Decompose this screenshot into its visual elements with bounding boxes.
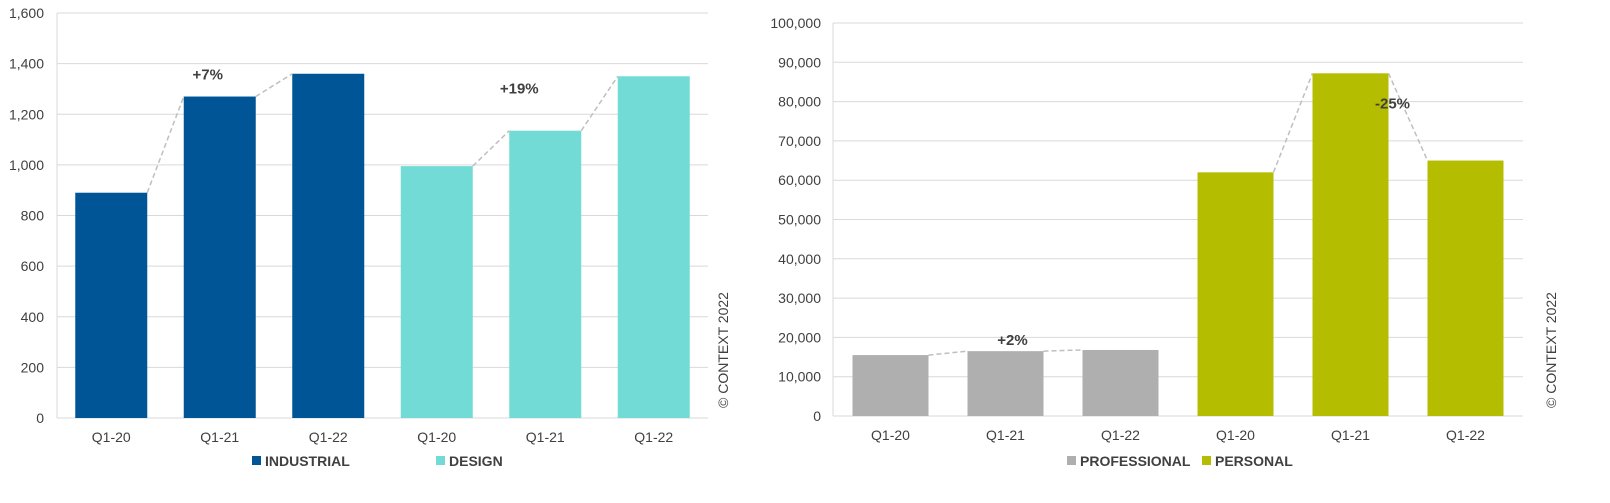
connector-line (472, 130, 510, 167)
connector-line (928, 350, 968, 356)
bar (400, 166, 473, 418)
x-tick-label: Q1-22 (1446, 427, 1485, 443)
connector-line (1387, 72, 1429, 161)
bar (1197, 172, 1274, 416)
y-tick-label: 80,000 (778, 94, 821, 110)
y-tick-label: 400 (21, 309, 45, 325)
y-tick-label: 60,000 (778, 172, 821, 188)
y-tick-label: 50,000 (778, 212, 821, 228)
legend-label: PERSONAL (1215, 453, 1293, 469)
legend-label: DESIGN (449, 453, 503, 469)
legend-label: INDUSTRIAL (265, 453, 350, 469)
legend-swatch (252, 456, 261, 465)
x-tick-label: Q1-22 (309, 429, 348, 445)
y-tick-label: 0 (813, 408, 821, 424)
y-tick-label: 200 (21, 359, 45, 375)
y-tick-label: 70,000 (778, 133, 821, 149)
y-tick-label: 10,000 (778, 369, 821, 385)
bar (1312, 73, 1389, 416)
bar (292, 73, 365, 418)
x-tick-label: Q1-22 (1101, 427, 1140, 443)
bar (852, 355, 929, 416)
bar (1427, 160, 1504, 416)
x-tick-label: Q1-20 (871, 427, 910, 443)
change-annotation: +7% (193, 67, 223, 84)
y-tick-label: 1,600 (9, 5, 44, 21)
legend-swatch (436, 456, 445, 465)
y-tick-label: 600 (21, 258, 45, 274)
connector-line (1272, 73, 1314, 173)
x-tick-label: Q1-21 (200, 429, 239, 445)
x-tick-label: Q1-21 (526, 429, 565, 445)
y-tick-label: 20,000 (778, 329, 821, 345)
x-tick-label: Q1-22 (634, 429, 673, 445)
x-tick-label: Q1-20 (1216, 427, 1255, 443)
bar (509, 130, 582, 418)
y-tick-label: 40,000 (778, 251, 821, 267)
y-tick-label: 1,200 (9, 106, 44, 122)
copyright-label: © CONTEXT 2022 (1543, 292, 1559, 408)
y-tick-label: 30,000 (778, 290, 821, 306)
y-tick-label: 0 (36, 410, 44, 426)
x-tick-label: Q1-20 (417, 429, 456, 445)
connector-line (1043, 349, 1083, 352)
y-tick-label: 100,000 (770, 15, 821, 31)
connector-line (580, 75, 619, 132)
connector-line (146, 96, 185, 193)
x-tick-label: Q1-21 (1331, 427, 1370, 443)
y-tick-label: 1,000 (9, 157, 44, 173)
y-tick-label: 800 (21, 208, 45, 224)
bar (183, 96, 256, 418)
legend-label: PROFESSIONAL (1080, 453, 1191, 469)
connector-line (255, 73, 293, 98)
y-tick-label: 90,000 (778, 54, 821, 70)
bar (1082, 349, 1159, 416)
copyright-label: © CONTEXT 2022 (715, 292, 731, 408)
y-tick-label: 1,400 (9, 56, 44, 72)
chart-panel-2: 0 10,000 20,000 30,000 40,000 50,000 60,000 70,… (770, 15, 1559, 469)
bar (967, 351, 1044, 416)
change-annotation: +2% (997, 332, 1027, 349)
bar (75, 192, 148, 418)
change-annotation: +19% (500, 81, 539, 98)
chart-panel-1: 0 200 400 600 800 1,000 1,200 1,400 1,600 Q1-20 Q1… (9, 5, 731, 469)
x-tick-label: Q1-21 (986, 427, 1025, 443)
legend-swatch (1202, 456, 1211, 465)
bar (617, 76, 690, 418)
change-annotation: -25% (1375, 95, 1410, 112)
x-tick-label: Q1-20 (92, 429, 131, 445)
legend-swatch (1067, 456, 1076, 465)
